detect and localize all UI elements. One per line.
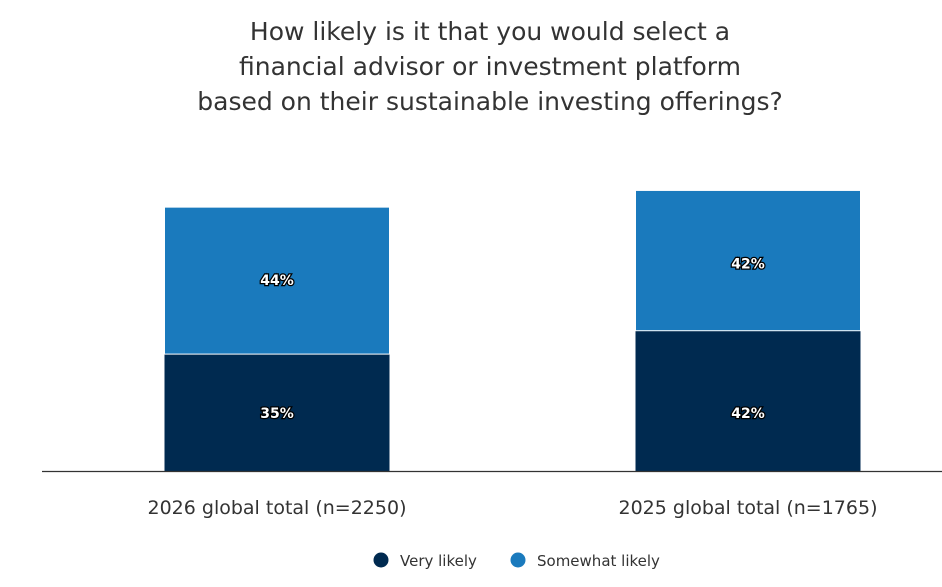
bar-segment	[164, 206, 390, 355]
bar-segment	[635, 330, 861, 471]
category-label: 2026 global total (n=2250)	[147, 497, 406, 519]
data-label: 42%	[731, 256, 765, 272]
legend-label: Somewhat likely	[537, 552, 660, 570]
data-label: 44%	[260, 273, 294, 289]
bar-segment	[164, 354, 390, 471]
legend-marker	[510, 552, 526, 568]
title-line: based on their sustainable investing off…	[197, 87, 783, 116]
title-line: financial advisor or investment platform	[238, 52, 741, 81]
legend-label: Very likely	[400, 552, 477, 570]
chart-title: How likely is it that you would select a…	[0, 14, 942, 119]
bar-segment	[635, 189, 861, 332]
data-label: 42%	[731, 406, 765, 422]
category-label: 2025 global total (n=1765)	[618, 497, 877, 519]
legend-marker	[373, 552, 389, 568]
title-line: How likely is it that you would select a	[249, 17, 731, 46]
data-label: 35%	[260, 406, 294, 422]
